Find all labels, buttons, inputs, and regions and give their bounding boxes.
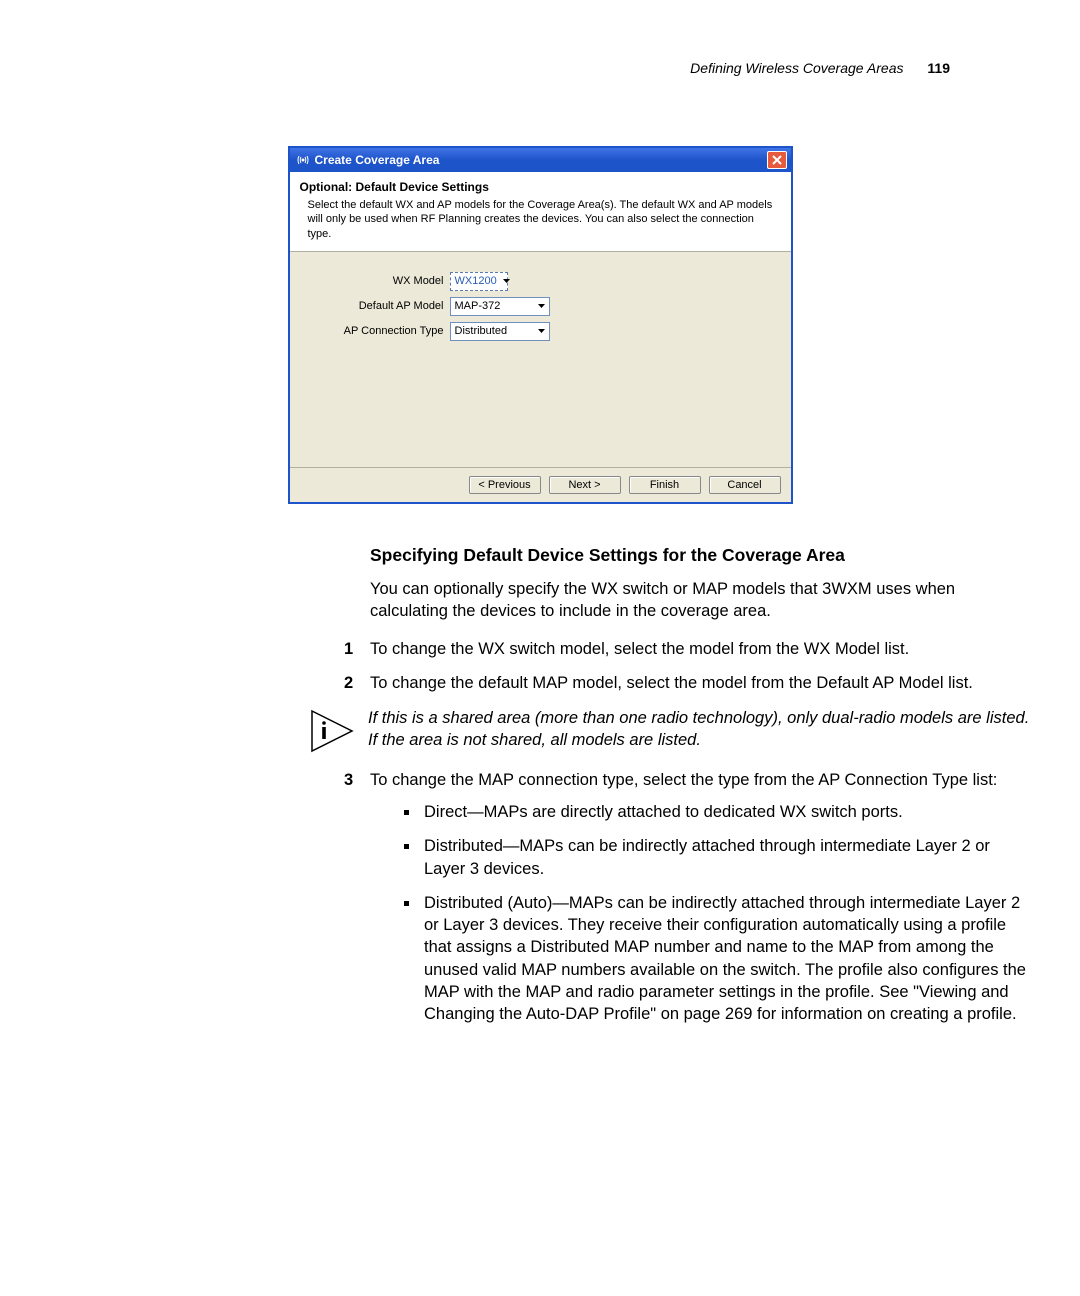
- step-text: To change the WX switch model, select th…: [370, 640, 909, 658]
- numbered-list-cont: 3 To change the MAP connection type, sel…: [370, 769, 1030, 1026]
- dialog-body: WX Model WX1200 Default AP Model MAP-372…: [290, 252, 791, 467]
- step-3: 3 To change the MAP connection type, sel…: [370, 769, 1030, 1026]
- chevron-down-icon: [538, 304, 545, 308]
- step-text: To change the default MAP model, select …: [370, 674, 973, 692]
- cancel-button[interactable]: Cancel: [709, 476, 781, 494]
- bullet-item: Direct—MAPs are directly attached to ded…: [404, 801, 1030, 823]
- next-button[interactable]: Next >: [549, 476, 621, 494]
- wx-model-row: WX Model WX1200: [300, 272, 781, 291]
- wx-model-value: WX1200: [455, 275, 497, 287]
- chevron-down-icon: [538, 329, 545, 333]
- wx-model-label: WX Model: [300, 275, 450, 287]
- numbered-list: 1 To change the WX switch model, select …: [370, 638, 1030, 695]
- antenna-icon: [296, 153, 310, 167]
- dialog-subtitle: Optional: Default Device Settings: [300, 180, 781, 194]
- bullet-item: Distributed—MAPs can be indirectly attac…: [404, 835, 1030, 880]
- info-note: If this is a shared area (more than one …: [310, 707, 1030, 759]
- default-ap-model-row: Default AP Model MAP-372: [300, 297, 781, 316]
- ap-connection-type-value: Distributed: [455, 325, 508, 337]
- ap-connection-type-select[interactable]: Distributed: [450, 322, 550, 341]
- default-ap-model-select[interactable]: MAP-372: [450, 297, 550, 316]
- dialog-header-panel: Optional: Default Device Settings Select…: [290, 172, 791, 252]
- dialog-footer: < Previous Next > Finish Cancel: [290, 467, 791, 502]
- section-title: Defining Wireless Coverage Areas: [690, 60, 903, 76]
- wx-model-select[interactable]: WX1200: [450, 272, 508, 291]
- document-content: Specifying Default Device Settings for t…: [370, 544, 1030, 1026]
- close-icon: [772, 155, 782, 165]
- close-button[interactable]: [767, 151, 787, 169]
- info-icon: [310, 709, 354, 759]
- default-ap-model-label: Default AP Model: [300, 300, 450, 312]
- ap-connection-type-label: AP Connection Type: [300, 325, 450, 337]
- step-2: 2 To change the default MAP model, selec…: [370, 672, 1030, 694]
- intro-paragraph: You can optionally specify the WX switch…: [370, 578, 1030, 623]
- bullet-list: Direct—MAPs are directly attached to ded…: [404, 801, 1030, 1025]
- step-number: 3: [344, 769, 353, 791]
- chevron-down-icon: [503, 279, 510, 283]
- dialog-titlebar: Create Coverage Area: [290, 148, 791, 172]
- step-text: To change the MAP connection type, selec…: [370, 771, 997, 789]
- step-number: 1: [344, 638, 353, 660]
- default-ap-model-value: MAP-372: [455, 300, 501, 312]
- dialog-description: Select the default WX and AP models for …: [300, 198, 781, 241]
- page-number: 119: [927, 60, 950, 76]
- step-number: 2: [344, 672, 353, 694]
- ap-connection-type-row: AP Connection Type Distributed: [300, 322, 781, 341]
- content-heading: Specifying Default Device Settings for t…: [370, 544, 1030, 568]
- note-text: If this is a shared area (more than one …: [368, 707, 1030, 752]
- create-coverage-area-dialog: Create Coverage Area Optional: Default D…: [288, 146, 793, 504]
- bullet-item: Distributed (Auto)—MAPs can be indirectl…: [404, 892, 1030, 1026]
- page-header: Defining Wireless Coverage Areas 119: [50, 60, 1030, 76]
- previous-button[interactable]: < Previous: [469, 476, 541, 494]
- finish-button[interactable]: Finish: [629, 476, 701, 494]
- step-1: 1 To change the WX switch model, select …: [370, 638, 1030, 660]
- dialog-title: Create Coverage Area: [315, 153, 440, 167]
